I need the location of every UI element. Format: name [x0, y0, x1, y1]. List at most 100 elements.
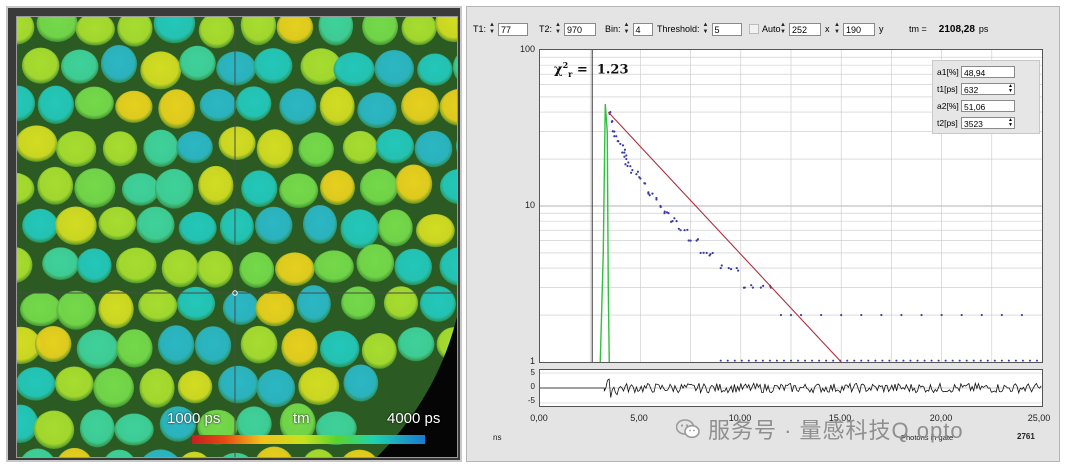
cell: [219, 208, 254, 246]
param-t2-input[interactable]: 3523 ▲ ▼: [961, 117, 1015, 129]
bin-input[interactable]: 4: [632, 22, 653, 36]
data-point: [624, 163, 627, 166]
y-spinner[interactable]: ▲ ▼: [834, 22, 840, 35]
cell: [20, 292, 62, 327]
cell: [121, 173, 160, 206]
threshold-spinner[interactable]: ▲ ▼: [702, 22, 709, 35]
data-point: [980, 313, 983, 317]
cell: [361, 333, 397, 369]
chi-square-label: χ2r = 1.23: [554, 60, 629, 79]
cell: [319, 330, 360, 368]
data-point: [669, 220, 673, 223]
data-point: [762, 284, 765, 288]
data-point: [686, 228, 689, 231]
cell: [313, 250, 354, 283]
data-point: [616, 139, 619, 143]
x-unit-label: x: [825, 24, 830, 34]
data-point: [790, 359, 792, 362]
cell: [153, 17, 196, 44]
t1-param-spinner[interactable]: ▲ ▼: [1008, 83, 1013, 94]
bin-spinner[interactable]: ▲ ▼: [623, 22, 630, 35]
param-row: t1[ps] 632 ▲ ▼: [937, 82, 1015, 96]
data-point: [679, 229, 682, 232]
cell: [241, 170, 278, 208]
data-point: [779, 313, 783, 317]
cell: [341, 286, 376, 320]
data-point: [647, 191, 650, 194]
cell: [343, 449, 376, 457]
cell: [375, 128, 415, 164]
cell: [116, 329, 153, 368]
cell: [138, 289, 178, 323]
chi-square-value: 1.23: [596, 62, 629, 78]
cell: [37, 85, 75, 125]
x-spinner[interactable]: ▲ ▼: [780, 22, 786, 35]
cell: [439, 169, 457, 205]
lifetime-color-scale: [192, 435, 425, 444]
data-point: [687, 239, 690, 242]
t2-spinner[interactable]: ▲ ▼: [555, 22, 561, 35]
data-point: [626, 164, 629, 168]
cell: [255, 291, 295, 327]
t2-control: T2: ▲ ▼ 970: [539, 21, 597, 37]
data-point: [630, 171, 633, 174]
cell: [179, 45, 216, 81]
data-point: [742, 286, 746, 289]
data-point: [740, 359, 743, 362]
data-point: [727, 266, 730, 270]
data-point: [799, 313, 803, 317]
data-point: [944, 359, 947, 362]
x-input[interactable]: 252: [789, 22, 821, 36]
flim-image[interactable]: 1000 ps tm 4000 ps: [16, 16, 458, 458]
tm-readout: tm = 2108,28 ps: [909, 21, 990, 37]
decay-plot[interactable]: χ2r = 1.23 a1[%] 48,94 t1[ps] 632 ▲ ▼ a2[%…: [539, 49, 1043, 363]
data-point: [895, 359, 898, 362]
data-point: [902, 359, 905, 362]
param-a1-input[interactable]: 48,94: [961, 66, 1015, 78]
cell: [54, 206, 97, 246]
data-point: [789, 313, 793, 317]
data-point: [754, 359, 757, 362]
cell: [254, 206, 293, 245]
t1-spinner[interactable]: ▲ ▼: [489, 22, 495, 35]
cell: [452, 55, 457, 80]
cell: [33, 410, 75, 449]
photons-value: 2761: [1017, 432, 1035, 441]
cell: [256, 446, 292, 457]
data-point: [711, 251, 714, 255]
y-input[interactable]: 190: [843, 22, 875, 36]
x-tick: 15,00: [828, 413, 852, 423]
cell: [356, 244, 395, 282]
data-point: [782, 359, 785, 362]
cell: [17, 247, 33, 283]
data-point: [627, 161, 630, 164]
data-point: [846, 359, 849, 362]
threshold-input[interactable]: 5: [711, 22, 742, 36]
cell: [74, 86, 114, 120]
param-a2-input[interactable]: 51,06: [961, 100, 1015, 112]
cell: [300, 48, 342, 86]
auto-label: Auto: [762, 24, 781, 34]
cell: [394, 248, 433, 286]
threshold-label: Threshold:: [657, 24, 700, 34]
cell: [17, 367, 56, 401]
data-point: [655, 198, 658, 201]
t2-param-spinner[interactable]: ▲ ▼: [1008, 117, 1013, 128]
cell: [198, 165, 234, 206]
resid-tick-0: 0: [530, 382, 535, 391]
data-point: [880, 313, 883, 317]
y-unit-label: y: [879, 24, 884, 34]
cell: [74, 168, 116, 208]
y-tick-100: 100: [519, 44, 535, 54]
param-t1-input[interactable]: 632 ▲ ▼: [961, 83, 1015, 95]
t2-input[interactable]: 970: [564, 22, 597, 36]
cell: [17, 404, 39, 443]
data-point: [621, 151, 624, 154]
data-point: [623, 155, 626, 158]
data-point: [1000, 313, 1003, 317]
data-point: [655, 196, 658, 200]
cell: [298, 367, 340, 406]
auto-checkbox[interactable]: [749, 24, 759, 34]
cell: [319, 169, 355, 206]
t1-input[interactable]: 77: [498, 22, 529, 36]
